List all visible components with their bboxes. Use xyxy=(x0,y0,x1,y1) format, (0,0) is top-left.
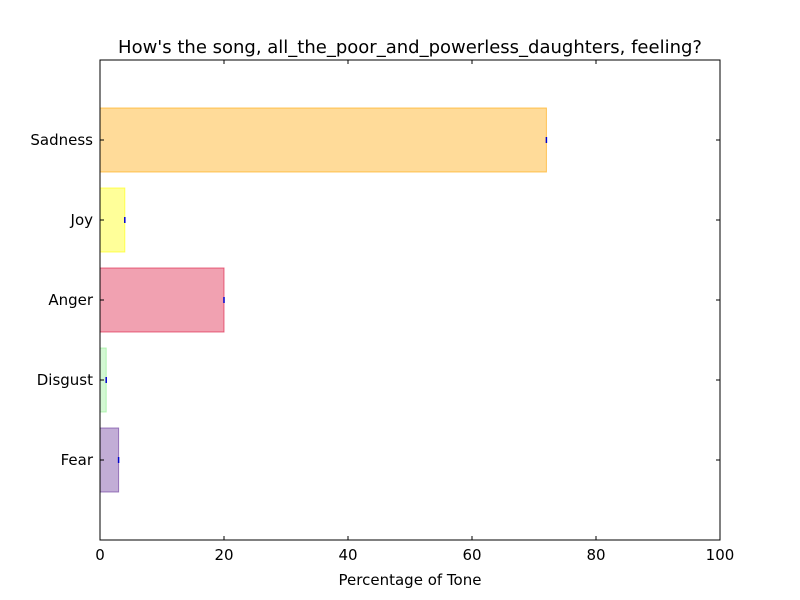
plot-area-frame xyxy=(99,59,721,541)
y-tick-label: Disgust xyxy=(37,371,93,389)
x-tick-label: 100 xyxy=(706,546,735,564)
y-tick-label: Sadness xyxy=(30,131,93,149)
bar-anger xyxy=(99,267,225,333)
x-tick-label: 20 xyxy=(214,546,233,564)
x-tick-label: 40 xyxy=(338,546,357,564)
x-axis-label: Percentage of Tone xyxy=(339,571,482,589)
x-tick-label: 80 xyxy=(586,546,605,564)
bar-sadness xyxy=(99,107,547,173)
chart-title: How's the song, all_the_poor_and_powerle… xyxy=(118,37,702,58)
y-tick-label: Anger xyxy=(48,291,94,309)
bars-layer xyxy=(99,107,548,493)
x-tick-label: 0 xyxy=(95,546,105,564)
y-tick-label: Joy xyxy=(70,211,94,229)
x-tick-label: 60 xyxy=(462,546,481,564)
y-tick-label: Fear xyxy=(61,451,94,469)
ticks-layer: Sadness Joy Anger Disgust Fear 0 20 40 60 80 100 xyxy=(30,60,734,564)
